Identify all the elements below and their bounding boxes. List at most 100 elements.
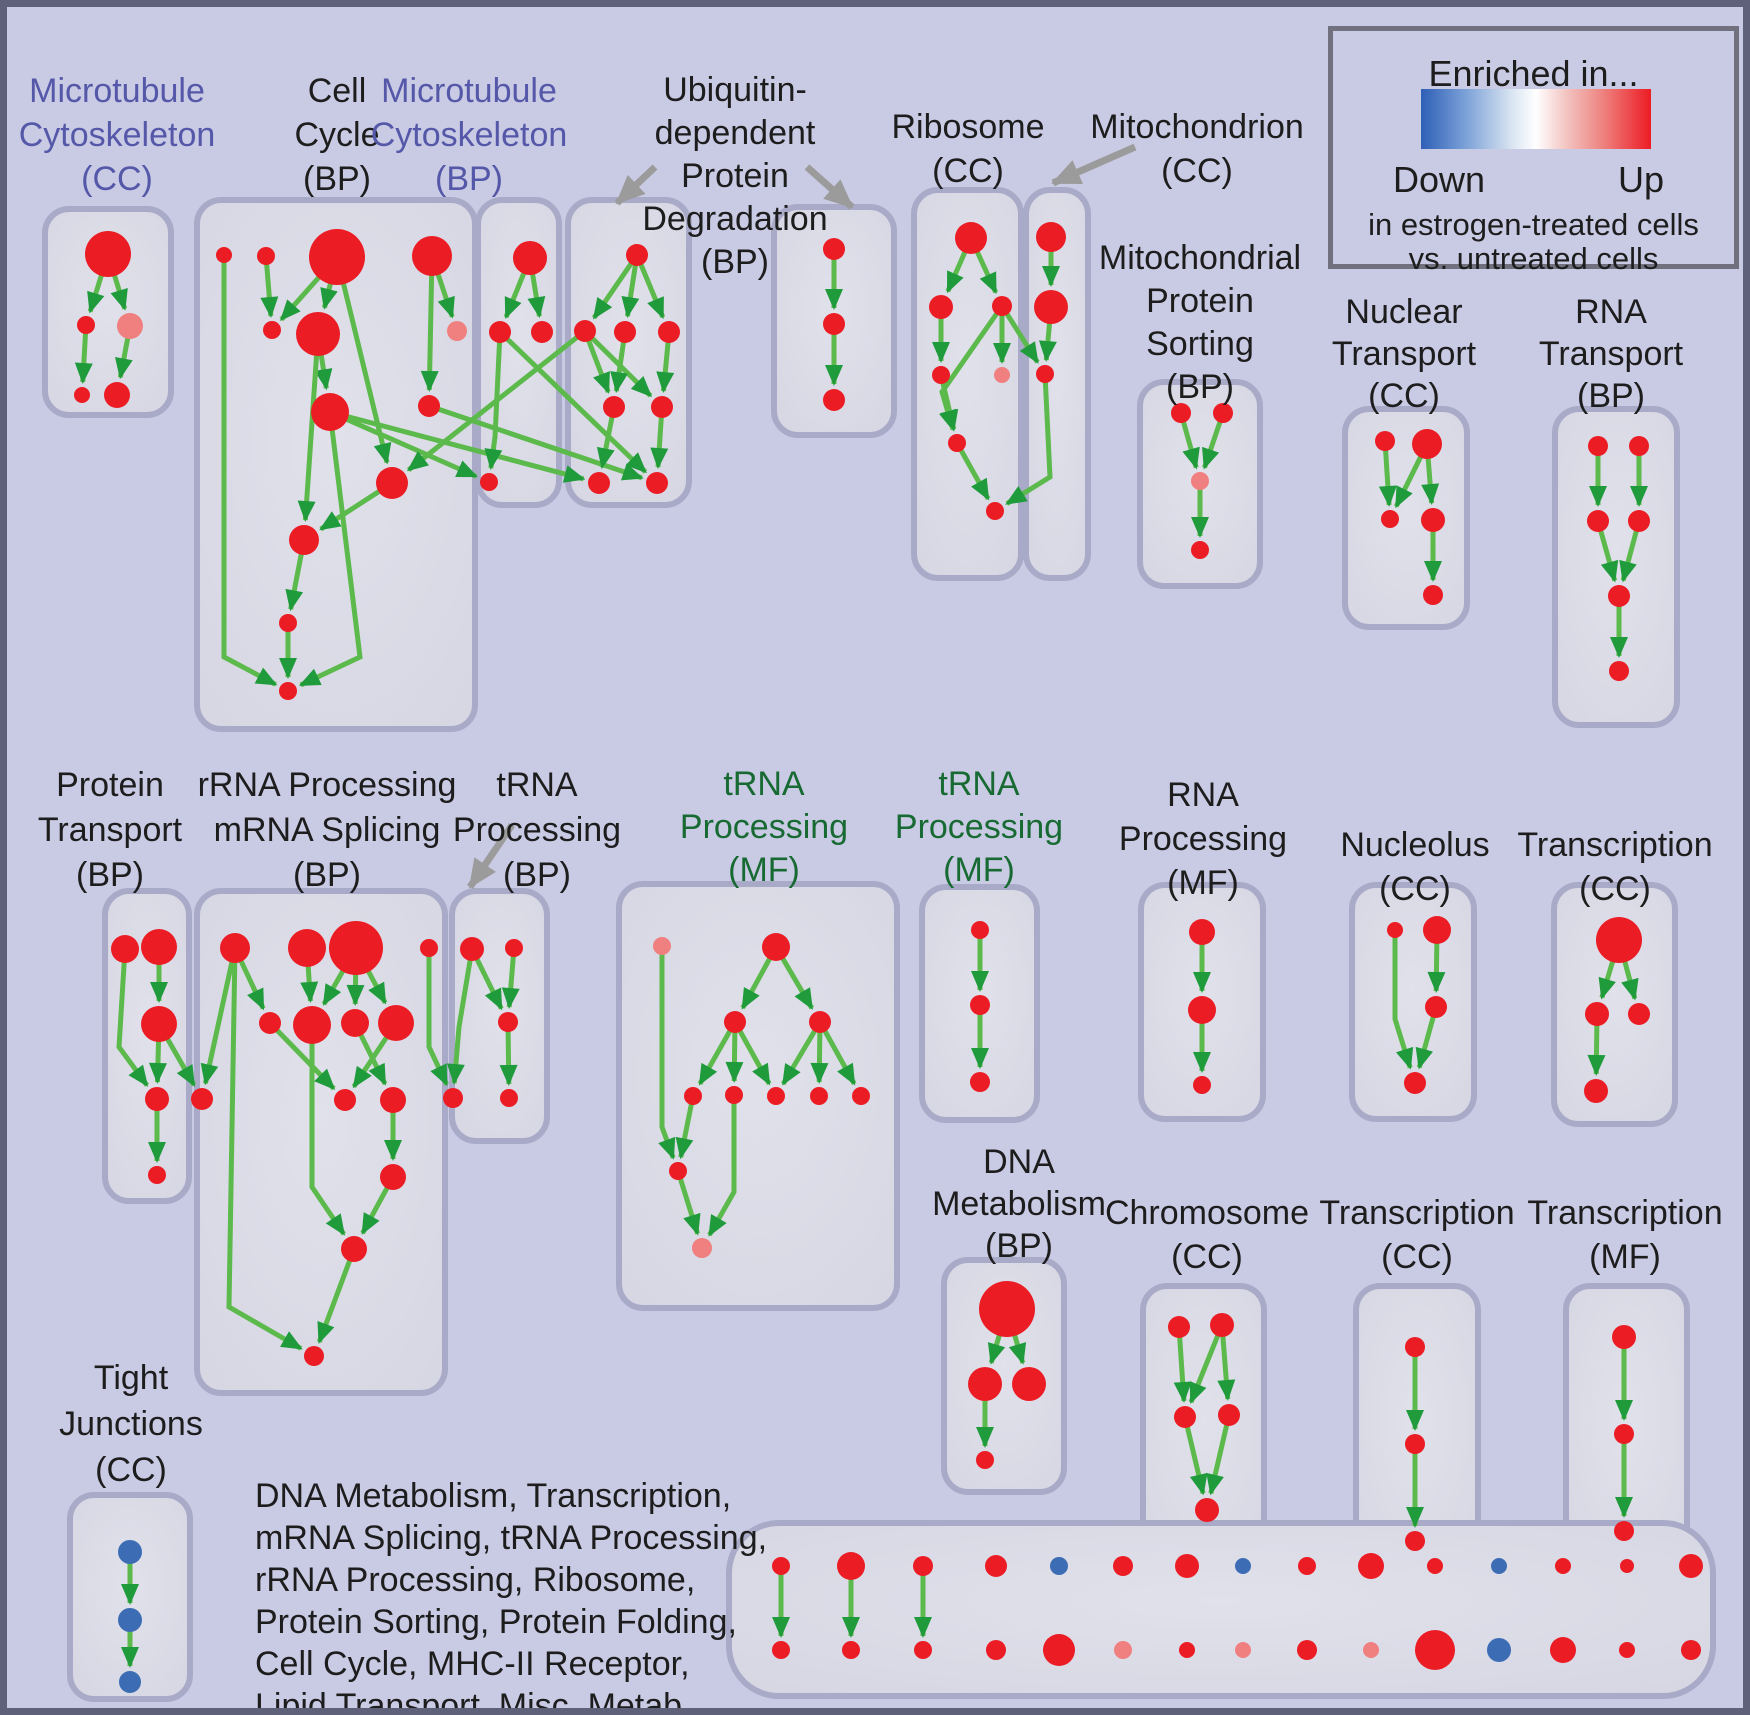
go-term-node-Y1: [1596, 917, 1642, 963]
edge-C8-MB4: [328, 409, 479, 479]
go-term-node-Q2: [288, 929, 326, 967]
go-term-node-G3: [724, 1011, 746, 1033]
go-term-node-D2: [968, 1367, 1002, 1401]
edge-Q1-Q14: [200, 947, 238, 1086]
cluster-box-dna-metabolism: [941, 1257, 1067, 1495]
go-term-node-G6: [725, 1086, 743, 1104]
go-term-node-C7: [447, 321, 467, 341]
go-term-node-R5: [994, 367, 1010, 383]
go-term-node-B7b: [1179, 1642, 1195, 1658]
go-term-node-R3: [992, 296, 1012, 316]
go-term-node-MB3: [531, 321, 553, 343]
cluster-box-nucleolus: [1349, 882, 1477, 1122]
go-term-node-H2: [1210, 1313, 1234, 1337]
edge-X1-X4: [1392, 930, 1414, 1070]
go-term-node-G5: [684, 1087, 702, 1105]
go-term-node-C10: [376, 467, 408, 499]
edge-H3-H5: [1182, 1416, 1208, 1496]
edge-H1-H3: [1173, 1326, 1192, 1404]
edge-N1-N3: [1378, 440, 1397, 508]
edge-Q4-TB4: [426, 948, 449, 1087]
go-term-node-J2: [1614, 1424, 1634, 1444]
edge-R3-M3: [999, 304, 1040, 364]
edge-G6-G11: [707, 1095, 737, 1237]
go-term-node-U2a: [823, 238, 845, 260]
go-term-node-Y3: [1628, 1003, 1650, 1025]
edge-C1-C13: [221, 255, 278, 687]
go-term-node-B11b: [1415, 1630, 1455, 1670]
go-term-node-P1: [111, 935, 139, 963]
go-term-node-Q12: [341, 1236, 367, 1262]
edge-G3-G5: [697, 1020, 738, 1086]
summary-note-text: DNA Metabolism, Transcription, mRNA Spli…: [255, 1477, 768, 1715]
go-term-node-T1: [1588, 436, 1608, 456]
arrow-to-ubiquitin-box2: [804, 164, 855, 210]
go-term-node-P2: [141, 929, 177, 965]
go-term-node-C9: [418, 395, 440, 417]
go-term-node-V3: [970, 1072, 990, 1092]
go-term-node-T3: [1587, 510, 1609, 532]
edge-MB2-MB4: [484, 331, 503, 471]
edge-G3-G7: [732, 1020, 772, 1086]
go-term-node-Y4: [1584, 1079, 1608, 1103]
go-term-node-C4: [412, 236, 452, 276]
go-term-node-B2b: [842, 1641, 860, 1659]
go-term-node-B12t: [1491, 1558, 1507, 1574]
go-term-node-B6t: [1113, 1556, 1133, 1576]
go-term-node-K1: [118, 1540, 142, 1564]
go-term-node-C2: [257, 247, 275, 265]
edge-Q1-Q13: [226, 947, 303, 1351]
edge-R6-R7: [954, 441, 991, 501]
go-term-node-D4: [976, 1451, 994, 1469]
go-term-node-B7t: [1175, 1554, 1199, 1578]
go-term-node-UBll: [603, 396, 625, 418]
legend-subtitle-line2: vs. untreated cells: [1408, 241, 1659, 276]
edge-TB1-TB4: [446, 948, 475, 1086]
go-term-node-T2: [1629, 436, 1649, 456]
go-term-node-S2: [1213, 403, 1233, 423]
edge-G10-G11: [675, 1170, 701, 1236]
go-term-node-R6: [948, 434, 966, 452]
go-term-node-B14t: [1620, 1559, 1634, 1573]
go-term-node-UB1: [626, 244, 648, 266]
go-term-node-U2c: [823, 389, 845, 411]
edge-Q6-Q12: [309, 1025, 346, 1236]
go-term-node-N5: [1423, 585, 1443, 605]
go-term-node-G7: [767, 1087, 785, 1105]
cluster-box-transcription-cc-mid: [1551, 882, 1678, 1127]
go-term-node-Q4: [420, 939, 438, 957]
go-term-node-K3: [119, 1671, 141, 1693]
go-term-node-Q3: [329, 921, 383, 975]
go-term-node-B15t: [1679, 1554, 1703, 1578]
go-term-node-D3: [1012, 1367, 1046, 1401]
go-term-node-B11t: [1427, 1558, 1443, 1574]
go-term-node-Q9: [334, 1089, 356, 1111]
go-term-node-G11: [692, 1238, 712, 1258]
go-term-node-Q13: [304, 1346, 324, 1366]
edge-UBml-UBlr: [583, 329, 653, 398]
go-term-node-V1: [971, 921, 989, 939]
edge-C8-C13: [298, 411, 363, 688]
go-term-node-T5: [1608, 585, 1630, 607]
go-term-node-Q5: [259, 1012, 281, 1034]
edge-G1-G10: [658, 946, 676, 1160]
go-term-node-C3: [309, 229, 365, 285]
go-term-node-S1: [1171, 403, 1191, 423]
go-term-node-B1b: [772, 1641, 790, 1659]
go-term-node-B4b: [986, 1640, 1006, 1660]
go-term-node-I3: [1405, 1531, 1425, 1551]
go-term-node-B1t: [772, 1557, 790, 1575]
edge-UB1-UBml: [591, 253, 640, 320]
go-term-node-N3: [1381, 510, 1399, 528]
go-term-node-UBbl: [588, 472, 610, 494]
go-term-node-C1: [216, 247, 232, 263]
go-term-node-S4: [1191, 541, 1209, 559]
cluster-box-trna-bp: [449, 888, 550, 1144]
go-term-node-P4: [145, 1087, 169, 1111]
go-term-node-H4: [1218, 1404, 1240, 1426]
go-term-node-Q7: [341, 1009, 369, 1037]
go-term-node-Q11: [380, 1164, 406, 1190]
edge-G4-G7: [781, 1020, 823, 1086]
go-term-node-Q10: [380, 1087, 406, 1113]
